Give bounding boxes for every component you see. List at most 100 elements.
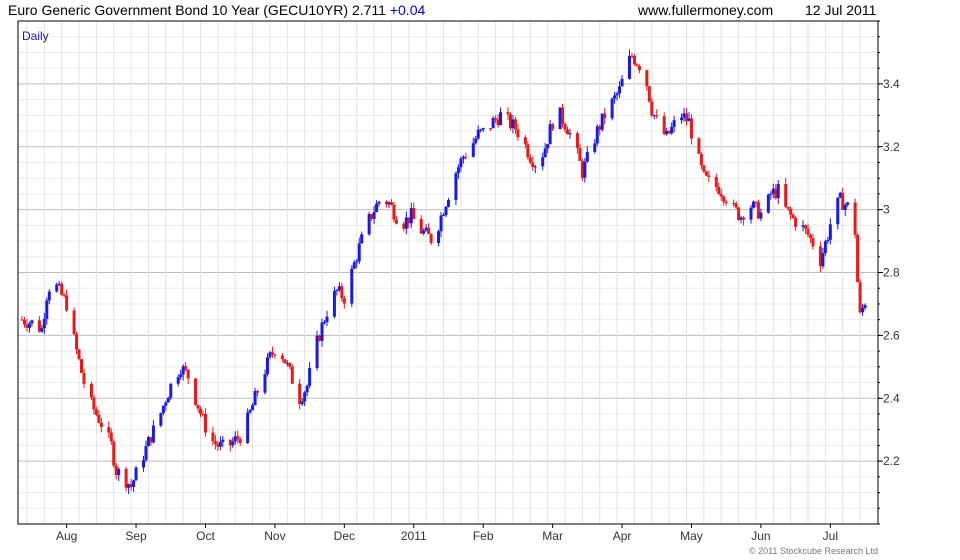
candle-down <box>22 319 26 325</box>
candle-up <box>355 261 359 263</box>
candle-up <box>42 318 46 329</box>
candle-down <box>685 113 689 122</box>
candle-up <box>251 405 255 411</box>
candle-down <box>580 160 584 178</box>
candle-up <box>456 167 460 174</box>
copyright-note: © 2011 Stockcube Research Ltd <box>749 546 878 556</box>
candle-down <box>283 359 287 364</box>
candle-down <box>394 219 398 224</box>
candle-down <box>528 157 532 163</box>
candle-up <box>166 397 170 403</box>
candle-up <box>263 374 267 393</box>
candle-up <box>511 119 515 128</box>
candle-up <box>176 377 180 384</box>
change-value: +0.04 <box>389 2 426 18</box>
candle-down <box>565 129 569 135</box>
candle-down <box>655 115 659 117</box>
candle-down <box>856 234 860 283</box>
candle-down <box>786 206 790 209</box>
candle-up <box>248 410 252 413</box>
x-tick-label: Oct <box>196 529 215 543</box>
chart-title: Euro Generic Government Bond 10 Year (GE… <box>8 2 349 18</box>
candle-up <box>134 467 138 481</box>
x-tick-label: Mar <box>542 529 563 543</box>
candle-down <box>427 227 431 235</box>
candle-up <box>424 227 428 231</box>
candle-up <box>231 441 235 446</box>
x-tick-label: Dec <box>334 529 355 543</box>
candle-down <box>516 129 520 138</box>
candle-down <box>112 441 116 466</box>
candle-up <box>838 192 842 198</box>
candle-down <box>236 436 240 439</box>
candle-down <box>196 404 200 409</box>
candle-down <box>489 128 493 130</box>
candle-down <box>645 70 649 87</box>
candle-down <box>256 391 260 393</box>
y-tick-label: 3 <box>883 203 890 217</box>
candle-up <box>360 234 364 244</box>
candle-down <box>737 207 741 220</box>
candle-up <box>141 460 145 468</box>
candle-up <box>444 206 448 216</box>
candle-up <box>308 368 312 386</box>
candle-down <box>464 156 468 158</box>
candle-down <box>238 438 242 444</box>
candle-down <box>561 107 565 124</box>
chart-date: 12 Jul 2011 <box>805 2 877 18</box>
candle-down <box>784 183 788 207</box>
candle-up <box>352 262 356 269</box>
candle-up <box>337 286 341 291</box>
candle-up <box>846 202 850 205</box>
candle-up <box>335 290 339 292</box>
candle-up <box>546 144 550 149</box>
candle-down <box>124 468 128 488</box>
candle-down <box>389 202 393 205</box>
candle-up <box>618 86 622 94</box>
candle-up <box>439 215 443 232</box>
candle-down <box>203 413 207 433</box>
candle-down <box>494 118 498 120</box>
candle-down <box>531 162 535 168</box>
candle-down <box>526 144 530 158</box>
candle-up <box>367 214 371 235</box>
y-tick-label: 3.4 <box>883 77 900 91</box>
candle-down <box>129 484 133 487</box>
x-tick-label: Nov <box>264 529 285 543</box>
candle-up <box>558 107 562 130</box>
y-tick-label: 3.2 <box>883 140 900 154</box>
candle-up <box>481 128 485 130</box>
candle-up <box>801 225 805 227</box>
candle-down <box>811 237 815 247</box>
candle-up <box>826 239 830 242</box>
candle-up <box>600 113 604 130</box>
candle-up <box>132 480 136 487</box>
candle-down <box>523 137 527 145</box>
candle-down <box>213 441 217 444</box>
candles <box>20 49 867 494</box>
candle-down <box>77 349 81 360</box>
candle-up <box>615 93 619 96</box>
candle-up <box>771 188 775 194</box>
candle-up <box>151 425 155 443</box>
candle-up <box>863 304 867 308</box>
candle-down <box>598 126 602 130</box>
candle-down <box>392 204 396 220</box>
last-value: 2.711 <box>351 2 386 18</box>
candle-up <box>823 241 827 254</box>
candle-down <box>724 201 728 204</box>
candle-down <box>563 123 567 130</box>
candle-down <box>707 175 711 177</box>
candle-down <box>72 310 76 335</box>
y-axis: 2.2 2.4 2.6 2.8 3 3.2 3.4 <box>878 20 900 525</box>
candle-down <box>412 208 416 220</box>
candle-down <box>689 118 693 139</box>
candle-up <box>409 208 413 224</box>
candle-down <box>228 439 232 446</box>
candle-down <box>97 414 101 423</box>
candle-up <box>759 212 763 219</box>
candle-down <box>806 228 810 235</box>
candle-up <box>751 201 755 208</box>
candle-up <box>769 193 773 195</box>
candle-up <box>568 133 572 135</box>
